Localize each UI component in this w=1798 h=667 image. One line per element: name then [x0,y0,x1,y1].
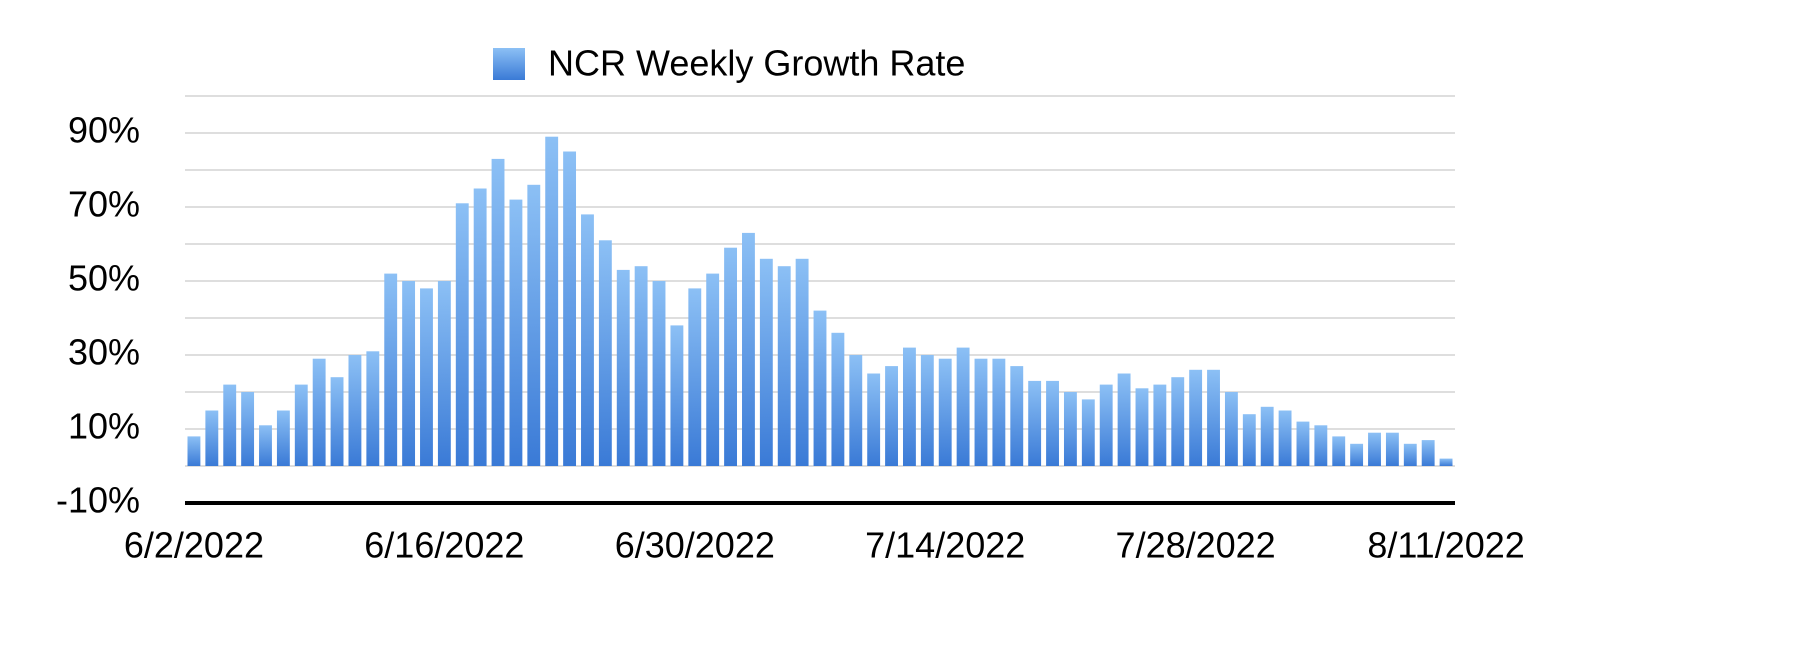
bar [563,151,577,466]
bar [1421,440,1435,466]
y-tick-label: 90% [68,110,140,151]
bar [366,351,380,466]
bar [920,355,934,466]
bar [1028,380,1042,466]
bar [420,288,433,466]
bar [795,258,809,466]
y-tick-label: 10% [68,406,140,447]
bar [402,281,416,466]
bar [885,366,898,466]
bar [241,392,255,466]
bar [1153,384,1167,466]
bar [527,184,541,467]
bar [1189,369,1203,466]
bar [276,410,290,466]
bar [473,188,487,466]
bar [634,266,648,466]
bar [1260,406,1274,466]
y-tick-label: -10% [56,480,140,521]
legend-swatch [493,48,525,80]
x-tick-label: 7/14/2022 [865,525,1025,566]
y-tick-label: 30% [68,332,140,373]
bar [974,358,988,466]
bar [1063,392,1077,466]
bar [1296,421,1310,466]
bar [616,269,630,466]
bar [992,358,1006,466]
bar [1439,458,1453,466]
bar [294,384,308,466]
bar [1314,425,1328,466]
bar [1224,392,1238,466]
bar [187,436,201,466]
bar [706,273,720,466]
bar [348,355,362,466]
bar [437,281,451,466]
x-tick-label: 6/30/2022 [615,525,775,566]
bar [1242,414,1256,466]
bar [1117,373,1131,466]
bar [205,410,219,466]
bar [545,136,559,466]
bar [259,425,272,466]
bar [777,266,791,466]
bar [455,203,469,467]
bar [813,310,827,466]
bar [1099,384,1113,466]
bar [1207,369,1220,466]
bar [491,158,505,466]
bar [1010,366,1024,466]
x-tick-label: 6/16/2022 [364,525,524,566]
bar [1171,377,1185,466]
bar [509,199,523,466]
y-tick-label: 70% [68,184,140,225]
bar [938,358,952,466]
x-tick-label: 6/2/2022 [124,525,264,566]
bar [670,325,684,466]
bar [1350,443,1364,466]
bar [1081,399,1095,466]
bar [312,358,326,466]
bar [330,377,344,466]
bar [867,373,881,466]
bar [742,232,755,466]
bar [1135,388,1149,466]
bar [902,347,916,466]
bar [759,258,773,466]
bar [1403,443,1417,466]
bar [688,288,702,466]
bar [1385,432,1399,466]
y-tick-label: 50% [68,258,140,299]
bar [581,214,594,466]
bar [849,355,863,466]
bar [1046,380,1059,466]
bar [598,240,612,466]
legend-label: NCR Weekly Growth Rate [548,43,965,84]
x-tick-label: 8/11/2022 [1367,525,1524,566]
bar [1368,432,1381,466]
bar [223,384,237,466]
bar [384,273,398,466]
bar [1332,436,1346,466]
bar [1278,410,1292,466]
x-tick-label: 7/28/2022 [1116,525,1276,566]
bar [956,347,970,466]
bar [652,281,666,466]
bar [831,332,845,466]
bar [724,247,738,466]
